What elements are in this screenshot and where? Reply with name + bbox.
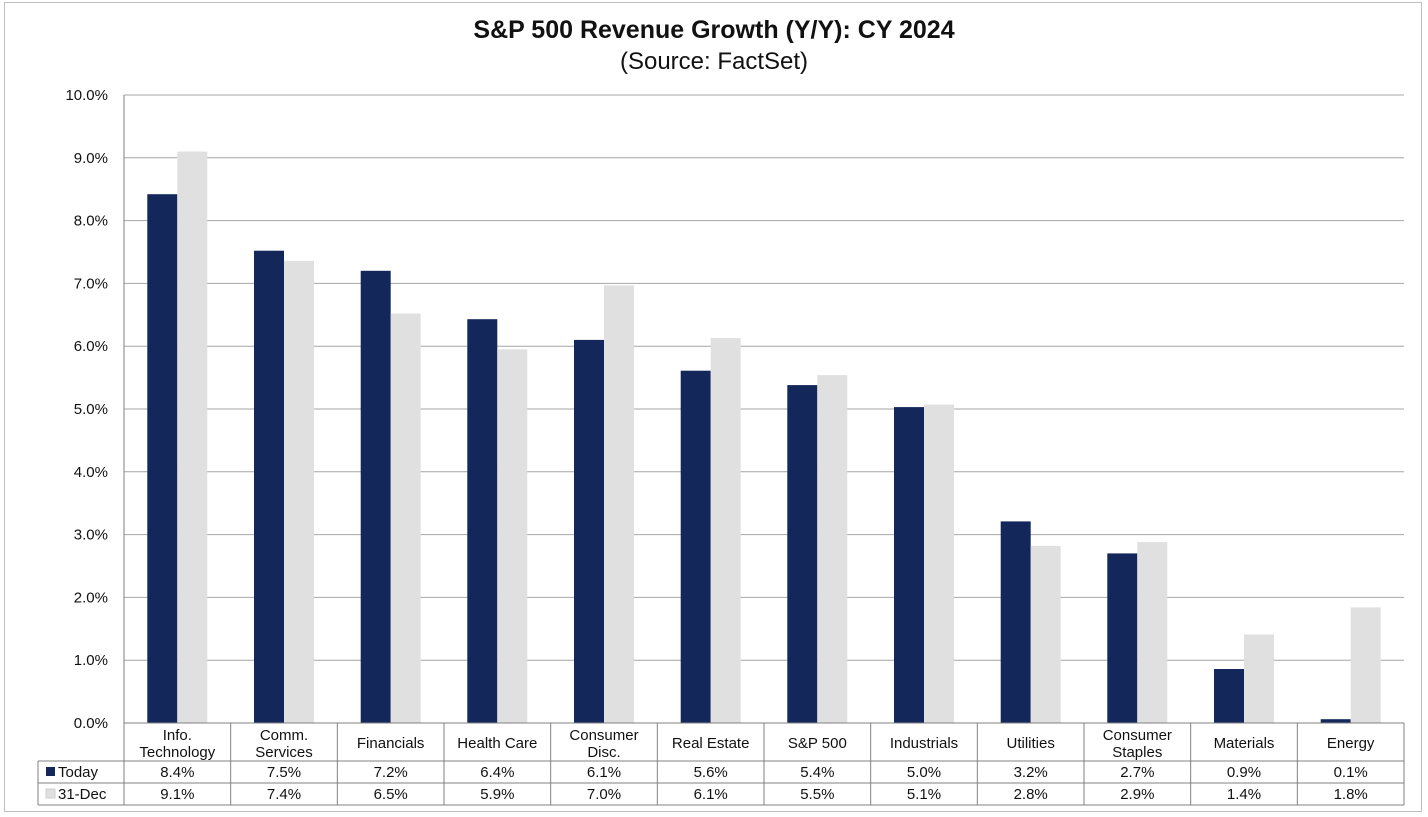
data-label: 7.4% — [267, 786, 301, 803]
category-label: Technology — [139, 744, 215, 761]
chart-title: S&P 500 Revenue Growth (Y/Y): CY 2024 — [473, 16, 954, 44]
data-label: 2.8% — [1014, 786, 1048, 803]
data-label: 5.0% — [907, 764, 941, 781]
y-tick-label: 5.0% — [74, 401, 108, 418]
y-tick-label: 2.0% — [74, 589, 108, 606]
bar-31-dec — [924, 404, 954, 723]
data-label: 8.4% — [160, 764, 194, 781]
category-label: Industrials — [890, 735, 958, 752]
y-tick-label: 9.0% — [74, 150, 108, 167]
y-tick-label: 6.0% — [74, 338, 108, 355]
bar-today — [1000, 521, 1031, 723]
y-tick-label: 0.0% — [74, 715, 108, 732]
bar-today — [360, 270, 391, 723]
data-label: 7.5% — [267, 764, 301, 781]
category-label: Staples — [1112, 744, 1162, 761]
data-label: 5.6% — [694, 764, 728, 781]
category-label: Utilities — [1006, 735, 1054, 752]
category-label: Info. — [163, 727, 192, 744]
bar-31-dec — [177, 151, 208, 723]
data-label: 6.4% — [480, 764, 514, 781]
data-label: 0.9% — [1227, 764, 1261, 781]
category-label: Services — [255, 744, 313, 761]
legend-swatch — [45, 788, 56, 799]
bar-today — [894, 407, 924, 723]
data-label: 6.1% — [694, 786, 728, 803]
data-label: 5.4% — [800, 764, 834, 781]
data-label: 5.9% — [480, 786, 514, 803]
data-label: 1.4% — [1227, 786, 1261, 803]
bar-today — [1214, 669, 1244, 723]
data-label: 6.5% — [374, 786, 408, 803]
bar-31-dec — [1030, 545, 1061, 723]
bar-31-dec — [497, 349, 528, 723]
bar-today — [574, 339, 604, 723]
bar-today — [1320, 719, 1351, 723]
chart-subtitle: (Source: FactSet) — [620, 48, 808, 75]
data-label: 9.1% — [160, 786, 194, 803]
y-tick-label: 4.0% — [74, 464, 108, 481]
bar-today — [1107, 553, 1138, 723]
data-label: 6.1% — [587, 764, 621, 781]
bar-today — [787, 385, 818, 723]
category-label: Disc. — [587, 744, 620, 761]
bar-31-dec — [284, 260, 314, 723]
category-label: Real Estate — [672, 735, 750, 752]
data-label: 5.5% — [800, 786, 834, 803]
chart-frame — [4, 2, 1422, 812]
category-label: Consumer — [569, 727, 638, 744]
category-label: Materials — [1214, 735, 1275, 752]
data-label: 0.1% — [1334, 764, 1368, 781]
bar-31-dec — [1350, 607, 1381, 723]
category-label: Energy — [1327, 735, 1375, 752]
data-label: 7.0% — [587, 786, 621, 803]
bar-31-dec — [604, 285, 634, 723]
bar-today — [147, 194, 178, 723]
y-tick-label: 3.0% — [74, 527, 108, 544]
data-label: 2.7% — [1120, 764, 1154, 781]
data-label: 2.9% — [1120, 786, 1154, 803]
bar-today — [680, 370, 711, 723]
bar-31-dec — [1244, 634, 1274, 723]
category-label: Comm. — [260, 727, 308, 744]
y-tick-label: 10.0% — [65, 87, 108, 104]
bar-31-dec — [710, 338, 741, 723]
data-label: 5.1% — [907, 786, 941, 803]
category-label: Financials — [357, 735, 425, 752]
category-label: Consumer — [1103, 727, 1172, 744]
bar-31-dec — [817, 375, 848, 723]
data-label: 1.8% — [1334, 786, 1368, 803]
legend-label: Today — [58, 764, 99, 781]
bar-today — [254, 250, 284, 723]
data-label: 7.2% — [374, 764, 408, 781]
legend-swatch — [46, 767, 55, 776]
bar-today — [467, 319, 498, 723]
legend-label: 31-Dec — [58, 786, 107, 803]
category-label: S&P 500 — [788, 735, 847, 752]
y-tick-label: 8.0% — [74, 213, 108, 230]
data-label: 3.2% — [1014, 764, 1048, 781]
category-label: Health Care — [457, 735, 537, 752]
bar-31-dec — [390, 313, 421, 723]
y-tick-label: 7.0% — [74, 275, 108, 292]
bar-31-dec — [1137, 542, 1168, 723]
y-tick-label: 1.0% — [74, 652, 108, 669]
